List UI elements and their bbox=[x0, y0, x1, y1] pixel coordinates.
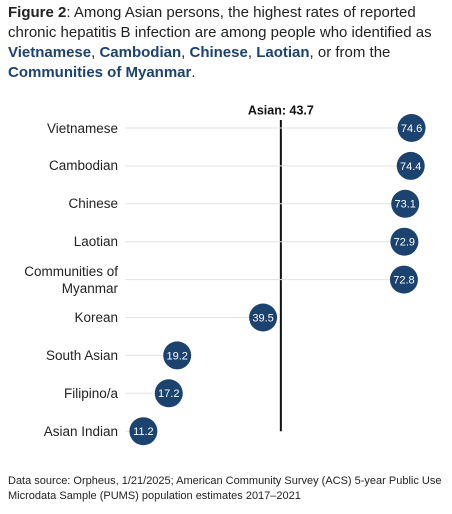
category-label: Filipino/a bbox=[63, 385, 118, 401]
dot bbox=[390, 227, 419, 256]
reference-label: Asian: 43.7 bbox=[248, 103, 314, 117]
title-part: Cambodian bbox=[99, 44, 182, 61]
dot bbox=[154, 379, 183, 408]
value-label: 17.2 bbox=[158, 388, 179, 400]
value-label: 73.1 bbox=[395, 199, 416, 211]
category-label: Korean bbox=[74, 310, 118, 325]
dot bbox=[391, 189, 420, 218]
dot bbox=[389, 265, 418, 294]
value-label: 19.2 bbox=[167, 350, 188, 362]
category-label: Laotian bbox=[73, 234, 118, 250]
value-label: 72.8 bbox=[393, 275, 414, 287]
dot bbox=[129, 417, 158, 446]
category-label: Chinese bbox=[68, 196, 118, 212]
category-label: Cambodian bbox=[48, 158, 118, 174]
title-part: Laotian bbox=[256, 44, 310, 61]
chart-title: Figure 2: Among Asian persons, the highe… bbox=[8, 3, 446, 83]
value-label: 11.2 bbox=[133, 426, 154, 438]
title-part: , bbox=[91, 44, 100, 61]
value-label: 74.4 bbox=[400, 161, 421, 173]
value-label: 72.9 bbox=[394, 237, 415, 249]
category-label: Communities of Myanmar bbox=[24, 263, 118, 296]
dot bbox=[397, 114, 426, 142]
title-part: : Among Asian persons, the highest rates… bbox=[8, 4, 432, 41]
title-part: , or from the bbox=[309, 44, 391, 61]
category-label: South Asian bbox=[45, 347, 118, 363]
title-part: . bbox=[191, 64, 196, 81]
dot bbox=[163, 341, 192, 370]
title-part: , bbox=[181, 44, 190, 61]
category-label: Vietnamese bbox=[46, 120, 118, 136]
value-label: 74.6 bbox=[401, 123, 422, 135]
source-note: Data source: Orpheus, 1/21/2025; America… bbox=[8, 475, 442, 502]
title-part: Vietnamese bbox=[8, 44, 92, 61]
category-label: Asian Indian bbox=[43, 423, 118, 439]
title-part: Communities of Myanmar bbox=[8, 64, 192, 81]
dot bbox=[249, 303, 278, 332]
title-part: , bbox=[247, 44, 257, 61]
title-part: Figure 2 bbox=[8, 4, 67, 21]
dot bbox=[396, 151, 425, 180]
value-label: 39.5 bbox=[252, 312, 273, 324]
title-part: Chinese bbox=[189, 44, 248, 61]
